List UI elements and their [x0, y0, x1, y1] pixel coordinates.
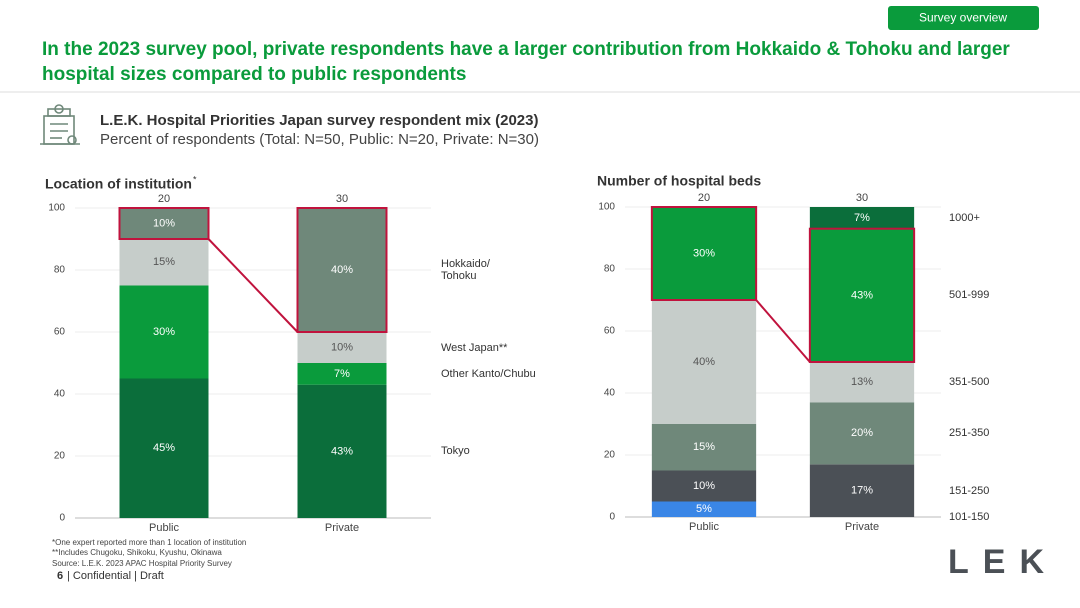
bar-total: 20 [698, 192, 710, 204]
value-label: 30% [693, 247, 715, 259]
chart-title: Location of institution [45, 176, 192, 192]
bar-total: 30 [856, 192, 868, 204]
y-tick-label: 40 [54, 389, 66, 400]
highlight-box [118, 207, 210, 240]
footnote: *One expert reported more than 1 locatio… [52, 538, 246, 547]
footnote: Source: L.E.K. 2023 APAC Hospital Priori… [52, 559, 232, 568]
bar-segment [809, 464, 915, 517]
bar-segment [809, 402, 915, 465]
value-label: 7% [334, 368, 350, 380]
bar-segment [651, 300, 757, 424]
bar-segment [297, 332, 387, 363]
bar-segment [651, 470, 757, 502]
x-tick-label: Public [149, 522, 179, 534]
y-tick-label: 0 [59, 513, 65, 524]
tag: Survey overview [919, 11, 1007, 25]
title-note: * [193, 174, 197, 184]
bar-segment [297, 384, 387, 518]
value-label: 40% [331, 264, 353, 276]
bar-segment [119, 239, 209, 286]
x-tick-label: Private [845, 521, 879, 533]
footer: | Confidential | Draft [67, 570, 164, 582]
bar-segment [119, 208, 209, 239]
y-tick-label: 40 [604, 388, 616, 399]
value-label: 10% [153, 217, 175, 229]
legend-label: Hokkaido/ Tohoku [441, 258, 490, 282]
y-tick-label: 80 [604, 264, 616, 275]
value-label: 20% [851, 427, 873, 439]
bar-segment [297, 363, 387, 385]
bar-segment [651, 424, 757, 471]
value-label: 5% [696, 503, 712, 515]
legend-label: 251-350 [949, 427, 990, 440]
legend-label: 351-500 [949, 376, 990, 389]
tag-box [888, 6, 1039, 30]
logo: LEK [948, 543, 1058, 581]
value-label: 15% [153, 256, 175, 268]
value-label: 7% [854, 212, 870, 224]
value-label: 40% [693, 356, 715, 368]
y-tick-label: 100 [598, 202, 615, 213]
bar-segment [651, 501, 757, 517]
value-label: 45% [153, 442, 175, 454]
bar-segment [297, 208, 387, 332]
bar-segment [809, 228, 915, 362]
bar-segment [119, 378, 209, 518]
y-tick-label: 0 [609, 512, 615, 523]
hospital-icon [40, 104, 80, 145]
y-tick-label: 20 [604, 450, 616, 461]
y-tick-label: 60 [604, 326, 616, 337]
chart-title: Number of hospital beds [597, 173, 761, 189]
x-tick-label: Public [689, 521, 719, 533]
legend-label: West Japan** [441, 341, 508, 354]
exhibit-subtitle: Percent of respondents (Total: N=50, Pub… [100, 131, 539, 148]
y-tick-label: 60 [54, 327, 66, 338]
value-label: 30% [153, 326, 175, 338]
y-tick-label: 100 [48, 203, 65, 214]
bar-segment [651, 207, 757, 300]
legend-label: Tokyo [441, 445, 470, 458]
highlight-connector [755, 299, 811, 363]
value-label: 17% [851, 485, 873, 497]
value-label: 43% [851, 289, 873, 301]
legend-label: 101-150 [949, 511, 990, 523]
y-tick-label: 20 [54, 451, 66, 462]
bar-total: 20 [158, 193, 170, 205]
highlight-connector [207, 238, 299, 333]
highlight-box [808, 227, 916, 363]
bar-segment [809, 362, 915, 403]
bar-segment [809, 207, 915, 229]
value-label: 10% [693, 480, 715, 492]
exhibit-title: L.E.K. Hospital Priorities Japan survey … [100, 112, 538, 129]
value-label: 10% [331, 341, 353, 353]
value-label: 15% [693, 441, 715, 453]
highlight-box [296, 207, 388, 333]
value-label: 43% [331, 445, 353, 457]
legend-label: Other Kanto/Chubu [441, 367, 536, 380]
bar-total: 30 [336, 193, 348, 205]
value-label: 13% [851, 376, 873, 388]
y-tick-label: 80 [54, 265, 66, 276]
x-tick-label: Private [325, 522, 359, 534]
legend-label: 151-250 [949, 484, 990, 497]
bar-segment [119, 285, 209, 379]
legend-label: 1000+ [949, 211, 980, 224]
legend-label: 501-999 [949, 289, 990, 302]
page-number: 6 [57, 570, 63, 582]
highlight-box [650, 206, 758, 301]
headline: In the 2023 survey pool, private respond… [42, 39, 1010, 85]
footnote: **Includes Chugoku, Shikoku, Kyushu, Oki… [52, 548, 222, 557]
